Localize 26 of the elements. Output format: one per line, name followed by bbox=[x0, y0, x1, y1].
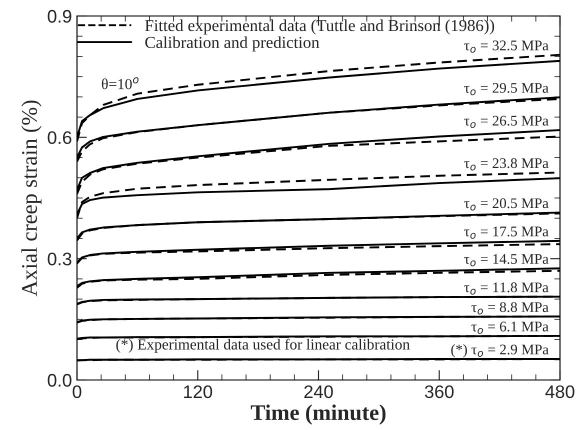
y-axis-title: Axial creep strain (%) bbox=[21, 100, 42, 296]
legend-label: Calibration and prediction bbox=[145, 36, 320, 52]
annotation: (*) τ$_{o}$ = 2.9 MPa bbox=[451, 344, 549, 358]
y-tick-label: 0.6 bbox=[48, 131, 72, 144]
annotation: τ$_{o}$ = 17.5 MPa bbox=[464, 226, 549, 239]
annotation: τ$_{o}$ = 20.5 MPa bbox=[464, 198, 549, 211]
annotation: τ$_{o}$ = 26.5 MPa bbox=[464, 116, 549, 128]
annotation: τ$_{o}$ = 8.8 MPa bbox=[471, 302, 549, 314]
annotation: τ$_{o}$ = 23.8 MPa bbox=[464, 158, 549, 170]
x-axis-title: Time (minute) bbox=[250, 404, 386, 425]
x-tick-label: 480 bbox=[545, 385, 574, 398]
x-tick-label: 0 bbox=[72, 385, 82, 398]
annotation: θ=10$^{o}$ bbox=[102, 77, 139, 90]
series-label: Fitted experimental data (Tuttle and Brinson (1986)) bbox=[145, 19, 494, 35]
annotation: τ$_{o}$ = 32.5 MPa bbox=[464, 40, 549, 53]
annotation: τ$_{o}$ = 11.8 MPa bbox=[464, 282, 549, 295]
annotation: τ$_{o}$ = 29.5 MPa bbox=[464, 83, 549, 96]
x-tick-label: 360 bbox=[424, 385, 454, 398]
x-tick-label: 120 bbox=[184, 385, 212, 398]
y-tick-label: 0.0 bbox=[48, 374, 72, 387]
annotation: τ$_{o}$ = 14.5 MPa bbox=[464, 254, 549, 266]
annotation: τ$_{o}$ = 6.1 MPa bbox=[471, 322, 549, 334]
x-tick-label: 240 bbox=[304, 385, 333, 398]
y-tick-label: 0.3 bbox=[48, 252, 72, 266]
annotation: (*) Experimental data used for linear calibration bbox=[116, 338, 410, 353]
y-tick-label: 0.9 bbox=[48, 10, 72, 23]
